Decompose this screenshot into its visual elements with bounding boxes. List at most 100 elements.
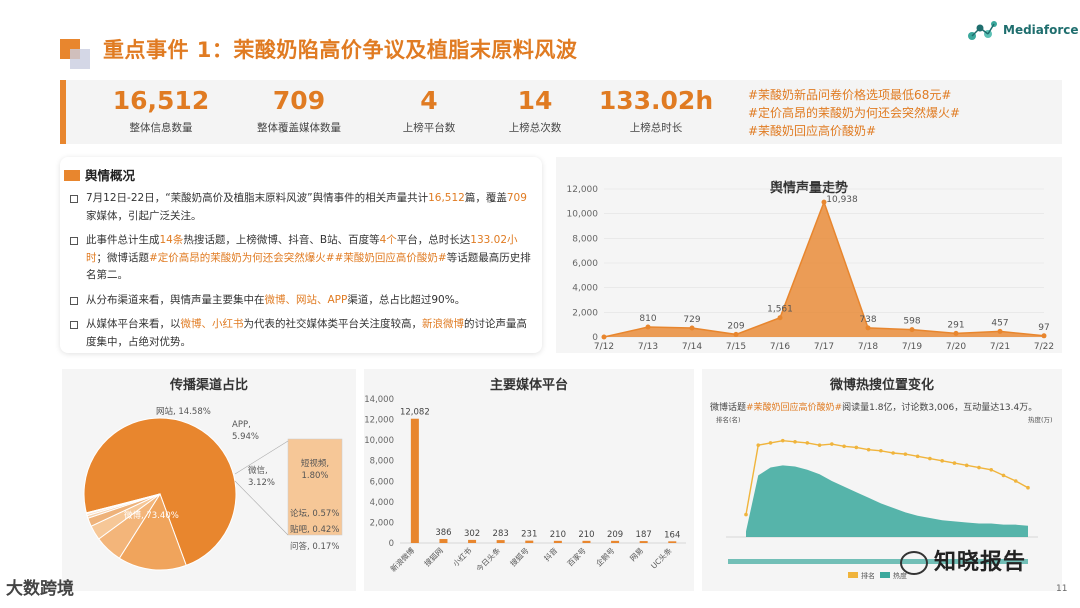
x-tick-label: 今日头条 [474, 545, 503, 574]
bullet-highlight: 4个 [379, 234, 397, 246]
bar [582, 540, 591, 543]
overview-title-text: 舆情概况 [85, 168, 136, 183]
media-chart-title: 主要媒体平台 [489, 378, 568, 393]
rank-point [989, 468, 994, 472]
stat-value: 4 [420, 86, 438, 115]
caption-text: 微博话题 [710, 403, 747, 413]
trend-chart-svg: 0 2,000 4,000 6,000 8,000 10,000 12,000 7/12 810… [567, 185, 1055, 352]
overview-bullet: 此事件总计生成14条热搜话题，上榜微博、抖音、B站、百度等4个平台，总时长达13… [70, 232, 532, 285]
bar-data-label: 210 [550, 530, 566, 540]
x-tick-label: 7/17 [814, 342, 834, 352]
x-tick-label: 7/19 [902, 342, 922, 352]
pie-label: 网站, 14.58% [156, 406, 211, 417]
rank-point [780, 438, 785, 443]
pie-label: 微信, [248, 465, 268, 476]
hashtag[interactable]: #定价高昂的茉酸奶为何还会突然爆火# [748, 106, 961, 120]
rank-point [903, 452, 908, 456]
y-tick-label: 10,000 [364, 436, 394, 446]
rank-point [928, 456, 932, 461]
stat-label: 上榜总次数 [508, 122, 562, 134]
weibo-chart-caption: 微博话题#茉酸奶回应高价酸奶#阅读量1.8亿，讨论数3,006，互动量达13.4… [710, 400, 1037, 413]
legend-label: 排名 [861, 571, 875, 580]
title-marker-icon [64, 170, 80, 181]
trend-data-label: 1,561 [767, 305, 793, 315]
stats-bar: 16,512 整体信息数量 709 整体覆盖媒体数量 4 上榜平台数 14 上榜… [60, 80, 1062, 144]
stat-value: 16,512 [112, 86, 210, 115]
hashtag[interactable]: #茉酸奶新品问卷价格选项最低68元# [748, 88, 952, 102]
rank-point [1026, 485, 1030, 490]
y-tick-label: 6,000 [572, 259, 598, 269]
pie-slice [83, 417, 237, 566]
y-tick-label: 0 [592, 333, 598, 343]
trend-point [997, 328, 1003, 334]
weibo-chart-panel: 微博热搜位置变化 微博话题#茉酸奶回应高价酸奶#阅读量1.8亿，讨论数3,006… [702, 369, 1062, 591]
bar [611, 540, 620, 543]
bar-data-label: 302 [464, 529, 480, 539]
bullet-text: 平台，总时长达 [396, 234, 471, 246]
trend-data-label: 291 [947, 320, 964, 330]
rank-point [866, 447, 871, 452]
bullet-text: 为代表的社交媒体类平台关注度较高， [243, 318, 423, 330]
bar [439, 539, 448, 543]
checkbox-square-icon [70, 237, 78, 245]
caption-text: 阅读量1.8亿，讨论数3,006，互动量达13.4万。 [842, 403, 1038, 413]
trend-chart-title: 舆情声量走势 [769, 181, 848, 196]
hashtag[interactable]: #茉酸奶回应高价酸奶# [748, 124, 877, 138]
x-tick-label: 小红书 [451, 545, 474, 568]
bullet-highlight: 14条 [159, 234, 184, 246]
bullet-text: 此事件总计生成 [86, 234, 160, 246]
rank-point [805, 441, 810, 445]
bullet-highlight: 709 [506, 192, 527, 204]
overview-bullet: 7月12日-22日，“茉酸奶高价及植脂末原料风波”舆情事件的相关声量共计16,5… [70, 190, 532, 225]
pie-label: APP, [232, 420, 251, 430]
bullet-text: 从媒体平台来看，以 [86, 318, 181, 330]
pie-label: 1.80% [301, 471, 328, 481]
bar [410, 418, 419, 543]
bar-data-label: 164 [664, 530, 680, 540]
watermark: 知晓报告 [900, 544, 1026, 576]
stat-total-info: 16,512 整体信息数量 [106, 84, 216, 135]
bar-data-label: 231 [521, 530, 537, 540]
page-number: 11 [1056, 584, 1068, 594]
time-scrollbar [728, 559, 1028, 564]
trend-point [1041, 333, 1047, 339]
y-tick-label: 6,000 [370, 477, 394, 487]
channel-pie-svg: 微博, 73.40% 网站, 14.58% APP, 5.94% 微信, 3.12% 短视频… [83, 406, 343, 571]
channel-chart-title: 传播渠道占比 [169, 378, 248, 393]
bullet-text: 热搜话题，上榜微博、抖音、B站、百度等 [183, 234, 380, 246]
x-tick-label: 7/22 [1034, 342, 1054, 352]
stat-media-count: 709 整体覆盖媒体数量 [244, 84, 354, 135]
mediaforce-logo-icon [968, 21, 997, 40]
rank-point [756, 443, 761, 447]
media-chart-panel: 主要媒体平台 0 2,000 4,000 6,000 8,000 10,000 12,000… [364, 369, 694, 591]
stat-trending-count: 14 上榜总次数 [492, 84, 578, 135]
trend-point [821, 199, 827, 205]
overview-card: 舆情概况 7月12日-22日，“茉酸奶高价及植脂末原料风波”舆情事件的相关声量共… [60, 157, 542, 353]
overview-title: 舆情概况 [64, 165, 135, 184]
x-tick-label: 企鹅号 [594, 545, 617, 568]
y-tick-label: 10,000 [567, 210, 599, 220]
y-tick-label: 2,000 [370, 518, 394, 528]
overview-bullets: 7月12日-22日，“茉酸奶高价及植脂末原料风波”舆情事件的相关声量共计16,5… [70, 190, 532, 358]
x-tick-label: 搜狐号 [508, 545, 531, 568]
pie-label: 贴吧, 0.42% [290, 524, 339, 535]
bullet-text: 渠道，总占比超过90%。 [347, 293, 466, 306]
bar [496, 540, 505, 543]
bar-data-label: 209 [607, 530, 623, 540]
trend-area [604, 202, 1044, 337]
legend-label: 热度 [893, 571, 907, 580]
pie-connector [234, 480, 289, 536]
left-axis-label: 排名(名) [716, 415, 741, 424]
rank-point [817, 443, 822, 447]
trend-data-label: 598 [903, 317, 920, 327]
x-tick-label: 7/21 [990, 342, 1010, 352]
y-tick-label: 4,000 [572, 284, 598, 294]
y-tick-label: 0 [389, 539, 394, 549]
bullet-highlight: 新浪微博 [422, 318, 464, 330]
x-tick-label: 7/15 [726, 342, 746, 352]
trend-data-label: 729 [683, 315, 700, 325]
x-tick-label: 网易 [628, 546, 645, 563]
bar-data-label: 187 [636, 530, 652, 540]
trend-point [645, 324, 651, 330]
bar-data-label: 12,082 [400, 408, 430, 418]
